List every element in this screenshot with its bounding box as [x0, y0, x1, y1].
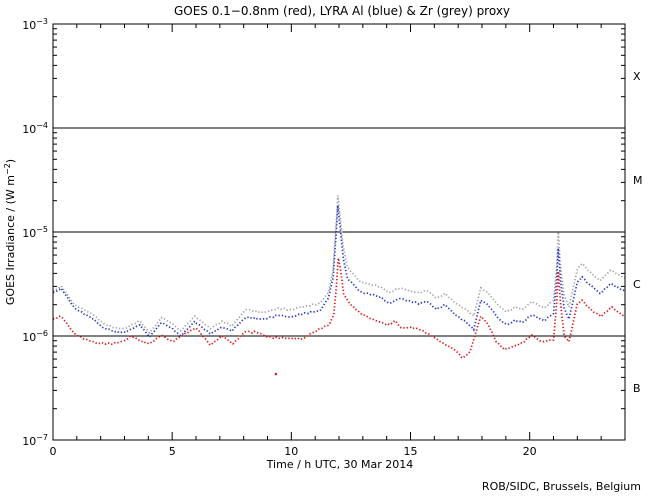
x-axis-label: Time / h UTC, 30 Mar 2014 [266, 458, 414, 471]
flare-class-label-x: X [633, 70, 641, 83]
series-grey [52, 195, 626, 335]
flare-class-label-c: C [633, 278, 641, 291]
x-tick-label-10: 10 [284, 445, 298, 458]
credit-text: ROB/SIDC, Brussels, Belgium [482, 480, 641, 493]
flare-class-label-b: B [633, 382, 641, 395]
y-axis-label: GOES Irradiance / (W m−2) [3, 159, 17, 305]
y-tick-label-1e-4: 10−4 [22, 121, 48, 136]
y-tick-label-1e-7: 10−7 [22, 433, 48, 448]
y-tick-label-1e-3: 10−3 [22, 17, 48, 32]
y-tick-label-1e-6: 10−6 [22, 329, 48, 344]
series-blue [52, 205, 626, 339]
flare-class-label-m: M [633, 174, 643, 187]
chart-title: GOES 0.1−0.8nm (red), LYRA Al (blue) & Z… [174, 4, 510, 18]
x-tick-label-15: 15 [404, 445, 418, 458]
series-red [52, 257, 626, 360]
y-tick-label-1e-5: 10−5 [22, 225, 48, 240]
x-tick-label-5: 5 [169, 445, 176, 458]
x-tick-label-0: 0 [50, 445, 57, 458]
outlier-dot-0 [274, 372, 278, 376]
x-tick-label-20: 20 [523, 445, 537, 458]
